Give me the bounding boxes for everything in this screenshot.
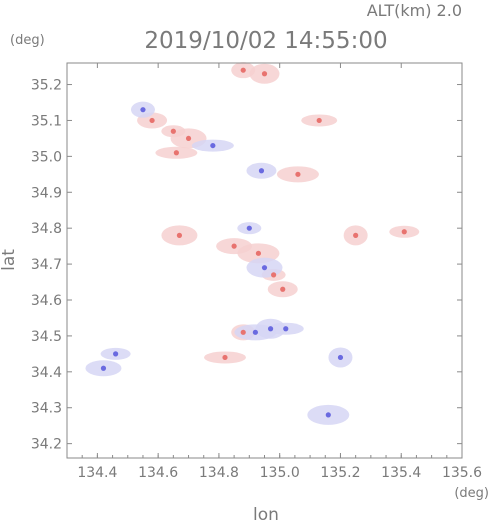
- data-point: [170, 128, 176, 134]
- data-point: [252, 329, 258, 335]
- data-point: [240, 329, 246, 335]
- data-point: [261, 265, 268, 271]
- data-point: [258, 168, 265, 174]
- x-tick-label: 135.4: [381, 465, 421, 481]
- data-point: [210, 142, 216, 149]
- y-axis-label: lat: [0, 249, 19, 271]
- data-points: [100, 67, 407, 418]
- x-tick-label: 134.6: [138, 465, 178, 481]
- x-tick-label: 134.4: [77, 465, 117, 481]
- data-point: [267, 326, 274, 332]
- chart-title: 2019/10/02 14:55:00: [144, 28, 387, 54]
- x-tick-label: 135.0: [260, 465, 300, 481]
- y-tick-label: 34.8: [31, 221, 62, 237]
- echo-regions: [85, 62, 420, 425]
- y-tick-label: 34.5: [31, 329, 62, 345]
- data-point: [295, 171, 301, 177]
- data-point: [222, 354, 228, 361]
- data-point: [176, 232, 183, 238]
- y-axis: 34.2 34.3 34.4 34.5 34.6 34.7 34.8 34.9 35.0 35.1…: [31, 78, 462, 453]
- x-unit: (deg): [454, 486, 489, 501]
- x-axis: 134.4 134.6 134.8 135.0 135.2 135.4 135.6: [66, 63, 482, 481]
- y-tick-label: 34.2: [31, 437, 62, 453]
- data-point: [337, 354, 344, 361]
- y-tick-label: 34.4: [31, 365, 62, 381]
- y-tick-label: 34.7: [31, 257, 62, 273]
- x-tick-label: 135.2: [320, 465, 360, 481]
- data-point: [246, 225, 252, 231]
- data-point: [283, 326, 289, 332]
- data-point: [240, 67, 246, 73]
- data-point: [173, 150, 179, 156]
- y-tick-label: 34.3: [31, 401, 62, 417]
- y-tick-label: 35.2: [31, 78, 62, 94]
- data-point: [325, 412, 331, 418]
- x-tick-label: 134.8: [199, 465, 239, 481]
- y-tick-label: 35.0: [31, 149, 62, 165]
- data-point: [140, 107, 146, 113]
- y-tick-label: 35.1: [31, 113, 62, 129]
- data-point: [316, 117, 322, 124]
- data-point: [353, 232, 359, 238]
- data-point: [255, 250, 262, 256]
- data-point: [185, 135, 192, 142]
- x-axis-label: lon: [253, 505, 279, 521]
- y-unit: (deg): [10, 33, 45, 48]
- y-tick-label: 34.9: [31, 185, 62, 201]
- x-tick-label: 135.6: [442, 465, 482, 481]
- chart-subtitle: ALT(km) 2.0: [367, 1, 462, 20]
- data-point: [113, 351, 119, 357]
- data-point: [100, 365, 107, 371]
- data-point: [280, 286, 286, 292]
- data-point: [149, 117, 155, 124]
- data-point: [401, 229, 407, 235]
- y-tick-label: 34.6: [31, 293, 62, 309]
- data-point: [261, 71, 268, 77]
- data-point: [271, 272, 277, 278]
- data-point: [231, 243, 237, 249]
